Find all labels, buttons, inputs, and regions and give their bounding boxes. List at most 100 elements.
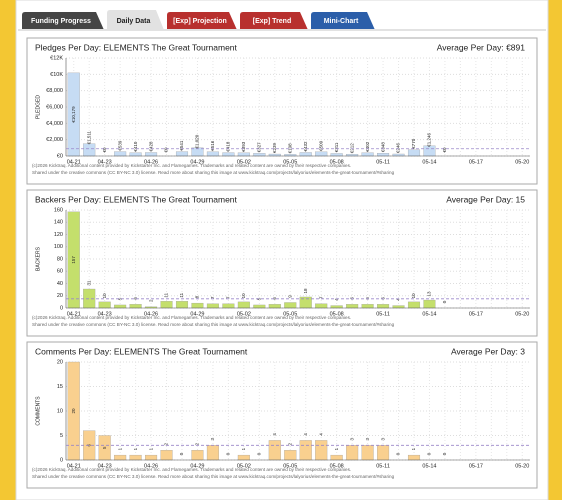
average-label: Average Per Day: 3 [451,346,525,356]
bar [237,454,250,461]
value-label: 3 [210,438,215,441]
tab-label: Mini-Chart [324,18,359,25]
bar [407,149,421,157]
y-tick-label: €2,000 [46,137,63,143]
bar [284,302,297,309]
tab[interactable]: Daily Data [107,10,164,30]
value-label: 2 [195,442,200,445]
x-tick-label: 05-11 [376,159,390,165]
y-tick-label: 80 [57,256,63,262]
bar [160,301,173,309]
bar [346,304,359,309]
value-label: €212 [349,143,354,154]
tab-shape [311,12,375,30]
bar [191,450,204,461]
tab[interactable]: [Exp] Projection [167,12,237,30]
x-tick-label: 05-08 [330,463,344,469]
y-axis-label: COMMENTS [35,396,41,426]
y-tick-label: €6,000 [46,104,63,110]
y-tick-label: €8,000 [46,88,63,94]
value-label: 5 [102,446,107,449]
x-tick-label: 05-20 [515,311,529,317]
bar [175,151,189,157]
y-tick-label: 0 [60,457,63,463]
value-label: 0 [396,452,401,455]
value-label: 4 [334,298,339,301]
value-label: €327 [257,142,262,153]
bar [114,151,127,157]
x-tick-label: 04-21 [67,159,81,165]
chart-panel [26,189,538,337]
y-tick-label: 10 [57,408,63,414]
value-label: 0 [226,452,231,455]
bar [330,454,343,461]
value-label: 18 [303,288,308,294]
value-label: 31 [86,280,91,286]
bar [268,440,281,461]
bar [237,152,250,157]
bar [253,153,266,157]
x-tick-label: 05-14 [422,159,436,165]
bar [315,440,328,461]
value-label: €539 [117,140,122,151]
footer-note: Shared under the creative commons (CC BY… [32,474,395,479]
y-tick-label: 140 [54,220,63,226]
value-label: 11 [164,292,169,297]
value-label: 0 [179,452,184,455]
x-tick-label: 04-21 [67,311,81,317]
bar [114,304,127,309]
y-axis-label: PLEDGED [35,95,41,119]
tab[interactable]: Mini-Chart [311,12,375,30]
bar [268,304,281,309]
x-tick-label: 05-11 [376,463,390,469]
footer-note: (c)2026 Kicktraq. Additional content pro… [32,163,351,168]
value-label: €348 [380,142,385,153]
bar [315,151,328,157]
bar [145,454,158,461]
value-label: €0 [102,147,107,153]
value-label: €246 [396,142,401,153]
value-label: 1 [148,447,153,450]
value-label: 9 [287,295,292,298]
value-label: €516 [210,140,215,151]
value-label: 8 [195,295,200,298]
y-tick-label: 60 [57,269,63,275]
bar [361,152,374,157]
y-tick-label: 120 [54,232,63,238]
value-label: 10 [411,293,416,299]
x-tick-label: 04-26 [144,311,158,317]
tab-label: Daily Data [117,18,151,25]
value-label: €1,246 [427,132,432,146]
value-label: 10 [241,293,246,299]
value-label: €410 [133,141,138,152]
bar [129,152,142,157]
value-label: €418 [226,141,231,152]
footer-note: Shared under the creative commons (CC BY… [32,170,395,175]
footer-note: Shared under the creative commons (CC BY… [32,322,395,327]
tab-label: [Exp] Trend [253,18,292,25]
value-label: 7 [210,296,215,299]
value-label: 11 [179,292,184,297]
tab-shape [22,12,104,30]
y-tick-label: €0 [57,153,63,159]
x-tick-label: 05-02 [237,311,251,317]
bar [145,152,158,157]
average-label: Average Per Day: €891 [437,42,525,52]
value-label: 6 [365,297,370,300]
value-label: 0 [442,300,447,303]
bar [392,153,405,157]
bar [377,445,390,461]
bar [299,152,312,157]
bar [160,450,173,461]
value-label: €393 [241,141,246,152]
bar [129,304,142,309]
tab[interactable]: Funding Progress [22,12,104,30]
value-label: €541 [179,140,184,151]
bar [377,304,390,309]
value-label: 20 [71,408,76,414]
y-tick-label: 40 [57,281,63,287]
tab-shape [240,12,308,30]
tab[interactable]: [Exp] Trend [240,12,308,30]
x-tick-label: 04-26 [144,159,158,165]
bar [129,454,142,461]
